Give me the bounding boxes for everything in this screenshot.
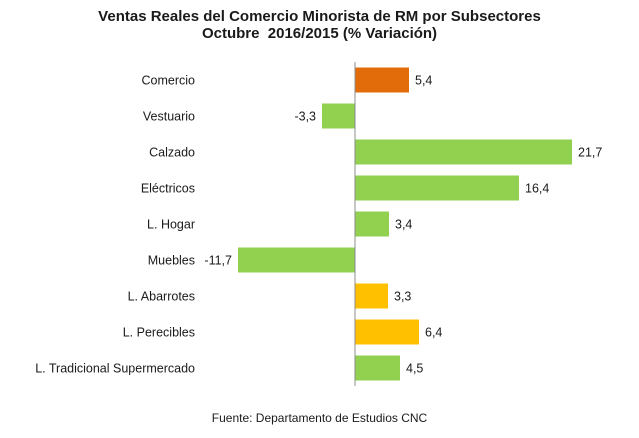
bar-6: [238, 247, 355, 273]
category-label: Eléctricos: [141, 182, 195, 196]
chart-title: Ventas Reales del Comercio Minorista de …: [98, 8, 541, 25]
category-label: L. Perecibles: [123, 326, 195, 340]
category-label: L. Tradicional Supermercado: [35, 362, 195, 376]
bar-4: [355, 175, 519, 201]
category-label: Comercio: [142, 74, 196, 88]
bars-layer: [238, 67, 572, 381]
bar-8: [355, 319, 419, 345]
chart-title-block: Ventas Reales del Comercio Minorista de …: [0, 8, 639, 42]
value-label: 3,3: [394, 290, 411, 304]
value-label: 6,4: [425, 326, 442, 340]
bar-1: [355, 67, 409, 93]
category-label: Calzado: [149, 146, 195, 160]
bar-7: [355, 283, 388, 309]
bar-3: [355, 139, 572, 165]
source-note: Fuente: Departamento de Estudios CNC: [211, 411, 428, 425]
category-label: Vestuario: [143, 110, 195, 124]
value-label: 21,7: [578, 146, 602, 160]
value-label: 3,4: [395, 218, 412, 232]
category-label: Muebles: [148, 254, 195, 268]
bar-9: [355, 355, 400, 381]
bar-2: [322, 103, 355, 129]
value-label: 16,4: [525, 182, 549, 196]
value-label: 5,4: [415, 74, 432, 88]
labels-layer: Comercio 5,4 Vestuario -3,3 Calzado 21,7 Eléct…: [35, 74, 602, 376]
category-label: L. Abarrotes: [128, 290, 195, 304]
bar-5: [355, 211, 389, 237]
chart-subtitle: Octubre 2016/2015 (% Variación): [201, 25, 438, 42]
value-label: 4,5: [406, 362, 423, 376]
value-label: -11,7: [204, 254, 232, 268]
category-label: L. Hogar: [147, 218, 195, 232]
value-label: -3,3: [294, 110, 316, 124]
